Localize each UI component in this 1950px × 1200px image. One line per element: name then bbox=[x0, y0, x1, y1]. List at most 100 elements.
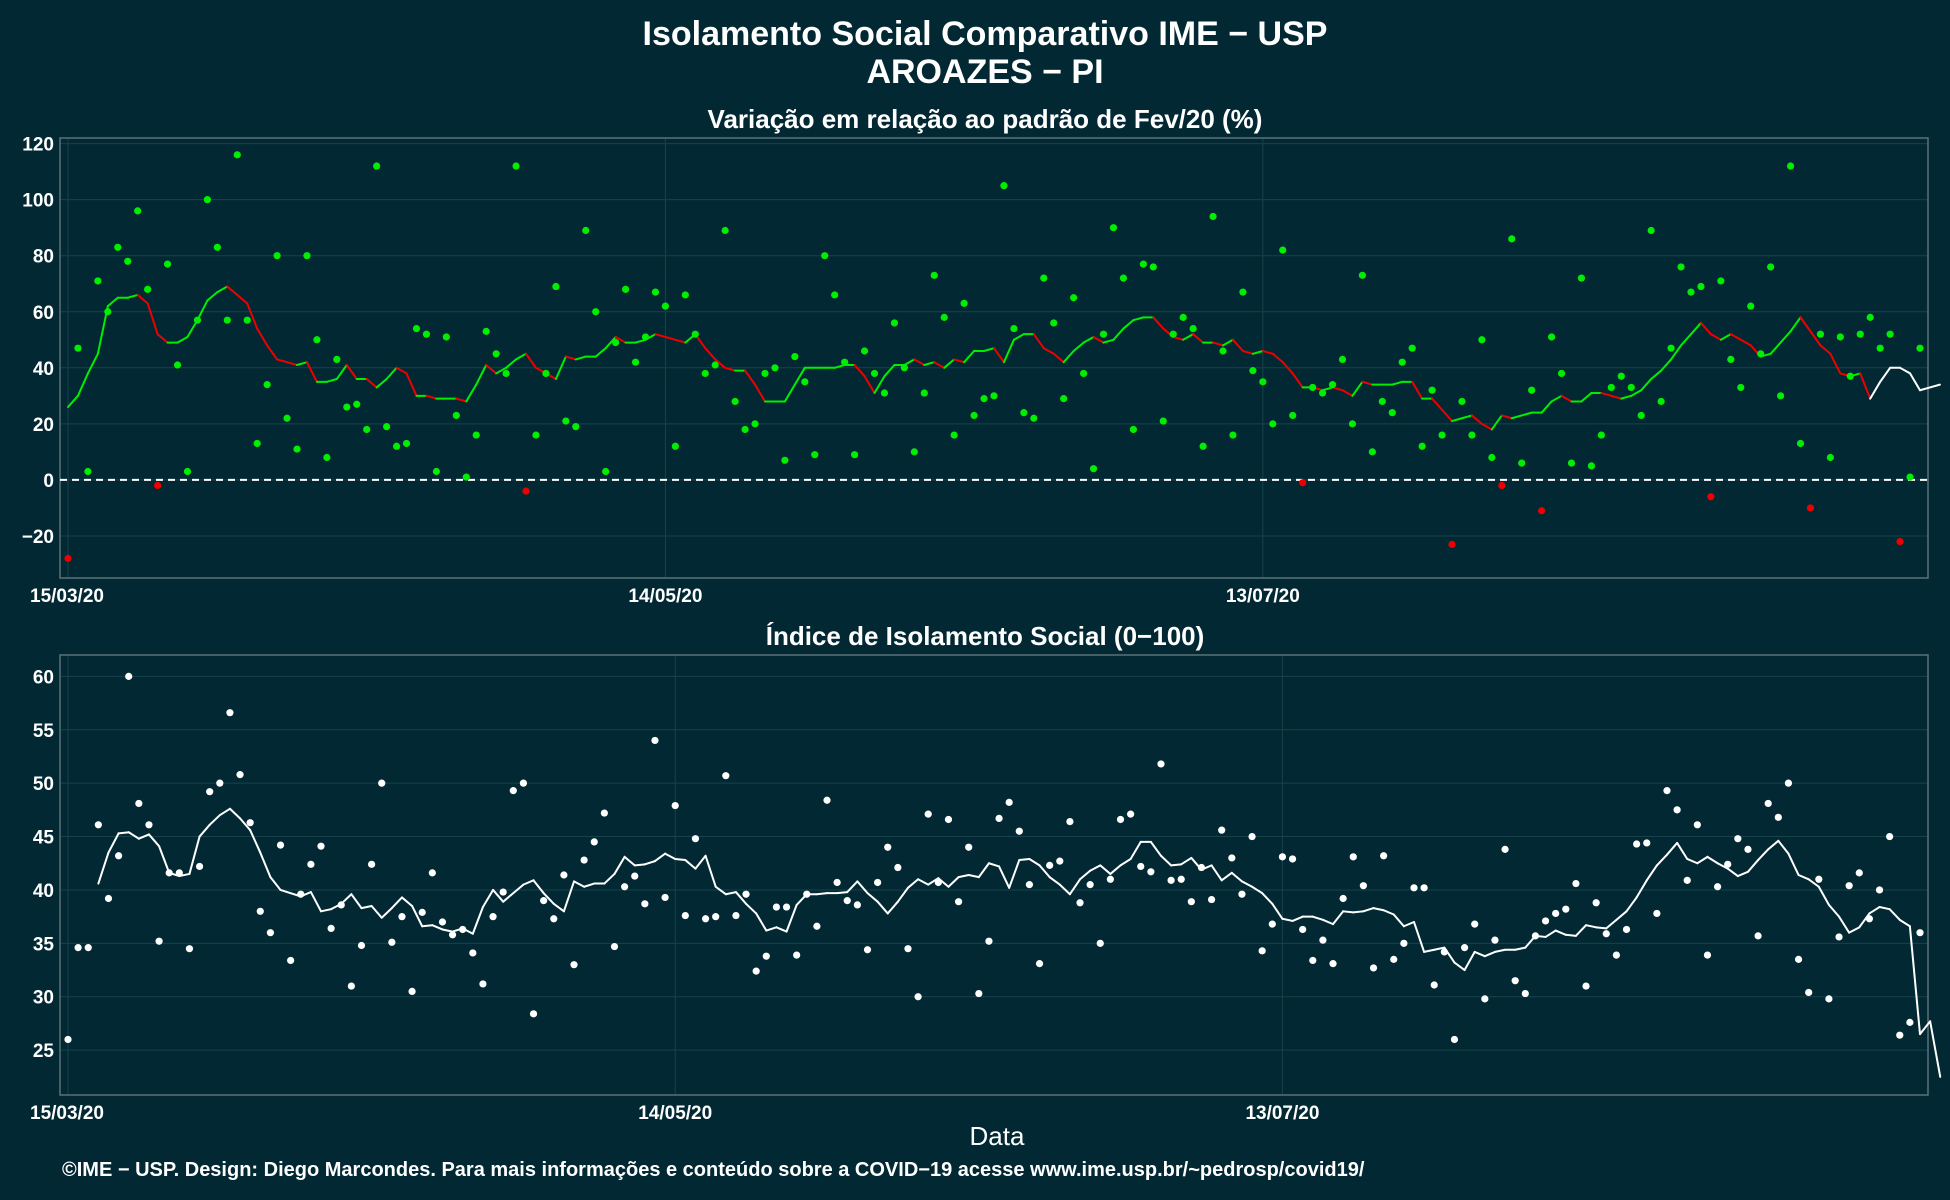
moving-average-segment bbox=[1210, 864, 1223, 882]
moving-average-segment bbox=[106, 296, 119, 308]
moving-average-segment bbox=[1550, 394, 1563, 403]
daily-point bbox=[894, 863, 902, 872]
daily-point bbox=[1056, 857, 1064, 865]
moving-average-segment bbox=[1706, 855, 1719, 865]
daily-point bbox=[1015, 827, 1023, 835]
moving-average-segment bbox=[1082, 335, 1095, 344]
daily-point bbox=[1410, 884, 1418, 892]
panel-isolation-index: Índice de Isolamento Social (0−100) 25 30… bbox=[30, 621, 1942, 1124]
moving-average-segment bbox=[1470, 414, 1483, 425]
daily-point bbox=[1139, 260, 1147, 268]
moving-average-segment bbox=[1909, 372, 1921, 392]
moving-average-segment bbox=[1493, 948, 1507, 953]
daily-point bbox=[1633, 840, 1641, 848]
daily-point bbox=[1035, 960, 1044, 968]
daily-point bbox=[590, 838, 598, 846]
daily-point bbox=[1025, 881, 1034, 889]
daily-point bbox=[1592, 899, 1600, 907]
moving-average-segment bbox=[1423, 948, 1436, 953]
daily-point bbox=[742, 890, 750, 898]
moving-average-segment bbox=[228, 807, 242, 820]
daily-point bbox=[1218, 826, 1226, 834]
moving-average-segment bbox=[1352, 910, 1365, 914]
moving-average-segment bbox=[643, 860, 656, 866]
daily-point bbox=[213, 243, 221, 251]
daily-point bbox=[438, 918, 447, 926]
caption: ©IME − USP. Design: Diego Marcondes. Par… bbox=[62, 1159, 1365, 1181]
daily-point bbox=[1096, 939, 1104, 947]
moving-average-segment bbox=[684, 859, 697, 870]
daily-point bbox=[1896, 1031, 1904, 1039]
moving-average-segment bbox=[1640, 378, 1653, 392]
daily-point bbox=[1189, 324, 1197, 333]
moving-average-segment bbox=[1879, 366, 1892, 383]
moving-average-segment bbox=[614, 335, 627, 344]
moving-average-segment bbox=[1433, 946, 1446, 951]
moving-average-segment bbox=[987, 862, 1001, 868]
moving-average-segment bbox=[1650, 369, 1663, 381]
daily-point bbox=[1673, 806, 1681, 814]
daily-point bbox=[552, 282, 560, 291]
daily-point bbox=[1767, 263, 1775, 271]
moving-average-segment bbox=[1391, 380, 1404, 386]
daily-point bbox=[671, 442, 679, 450]
daily-point bbox=[732, 911, 740, 920]
daily-point bbox=[1737, 383, 1745, 392]
daily-point bbox=[701, 915, 710, 923]
daily-point bbox=[1538, 507, 1546, 515]
moving-average-segment bbox=[1807, 878, 1820, 888]
daily-point bbox=[383, 423, 391, 431]
moving-average-segment bbox=[196, 299, 209, 322]
daily-point bbox=[823, 796, 831, 804]
moving-average-segment bbox=[1271, 902, 1284, 920]
daily-point bbox=[1089, 465, 1098, 473]
moving-average-segment bbox=[136, 293, 149, 305]
daily-point bbox=[762, 952, 770, 960]
daily-point bbox=[1269, 420, 1277, 428]
moving-average-segment bbox=[583, 882, 596, 888]
daily-point bbox=[1179, 313, 1187, 321]
moving-average-segment bbox=[1729, 333, 1742, 341]
moving-average-segment bbox=[953, 358, 966, 364]
daily-point bbox=[253, 439, 261, 448]
y-tick-label: 40 bbox=[33, 881, 54, 902]
daily-point bbox=[512, 162, 520, 170]
daily-point bbox=[347, 982, 355, 990]
panel-border bbox=[59, 137, 1929, 579]
moving-average-segment bbox=[1402, 920, 1415, 928]
daily-point bbox=[934, 878, 942, 887]
moving-average-segment bbox=[1241, 349, 1254, 355]
moving-average-segment bbox=[1212, 341, 1225, 347]
moving-average-segment bbox=[147, 833, 161, 848]
daily-point bbox=[226, 709, 234, 717]
moving-average-segment bbox=[714, 885, 727, 896]
moving-average-segment bbox=[1787, 852, 1800, 876]
moving-average-segment bbox=[674, 338, 687, 344]
moving-average-segment bbox=[1451, 417, 1463, 423]
daily-point bbox=[1149, 263, 1157, 271]
moving-average-segment bbox=[1222, 338, 1234, 347]
moving-average-segment bbox=[1789, 316, 1802, 333]
moving-average-segment bbox=[923, 361, 936, 367]
moving-average-segment bbox=[1899, 366, 1912, 375]
daily-point bbox=[1612, 951, 1620, 959]
daily-point bbox=[1229, 431, 1237, 439]
daily-point bbox=[392, 442, 401, 450]
moving-average-segment bbox=[385, 366, 398, 381]
moving-average-segment bbox=[1261, 892, 1274, 905]
daily-point bbox=[1835, 933, 1843, 941]
daily-point bbox=[1400, 939, 1408, 947]
y-tick-label: 120 bbox=[22, 135, 54, 156]
daily-point bbox=[1567, 459, 1576, 467]
moving-average-segment bbox=[554, 355, 567, 381]
moving-average-segment bbox=[216, 285, 229, 294]
daily-point bbox=[681, 291, 689, 299]
moving-average-segment bbox=[1032, 333, 1045, 350]
panel-variation-title: Variação em relação ao padrão de Fev/20 … bbox=[708, 104, 1263, 134]
daily-point bbox=[1167, 876, 1175, 884]
moving-average-segment bbox=[573, 880, 586, 888]
daily-point bbox=[600, 809, 608, 817]
daily-point bbox=[1667, 344, 1675, 352]
daily-point bbox=[1358, 271, 1367, 279]
